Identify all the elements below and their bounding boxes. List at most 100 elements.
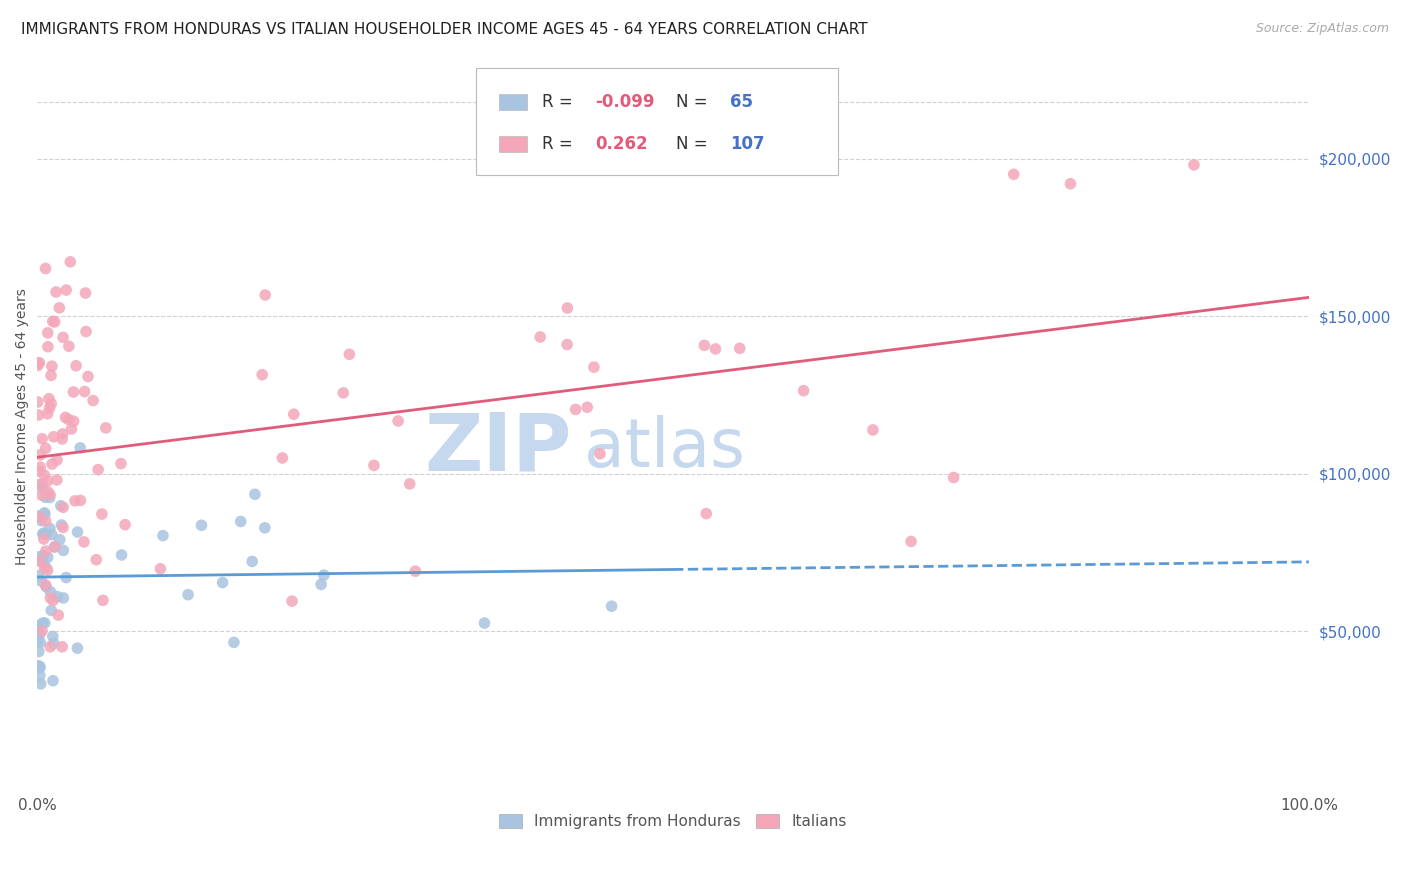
Point [55, 410, 77, 425]
Point [28, 510, 51, 524]
Point [27, 624, 49, 638]
Point [32, 549, 55, 563]
Point [387, 414, 409, 428]
Point [69, 493, 91, 508]
Point [793, 384, 815, 398]
Point [27, 658, 49, 673]
Point [63, 493, 86, 508]
Point [37, 474, 59, 488]
Y-axis label: Householder Income Ages 45 - 64 years: Householder Income Ages 45 - 64 years [15, 288, 30, 565]
Point [52, 330, 75, 344]
Point [31, 488, 53, 502]
Point [28, 659, 51, 673]
Point [39, 603, 62, 617]
Point [27, 356, 49, 370]
Point [27, 408, 49, 422]
Point [862, 423, 884, 437]
Point [91, 593, 114, 607]
Point [34, 615, 56, 630]
Point [46, 608, 69, 623]
Point [69, 441, 91, 455]
Point [41, 527, 63, 541]
Point [253, 521, 276, 535]
Text: Source: ZipAtlas.com: Source: ZipAtlas.com [1256, 22, 1389, 36]
Point [37, 340, 59, 354]
Text: 0.262: 0.262 [596, 135, 648, 153]
Point [39, 640, 62, 654]
Point [728, 342, 751, 356]
Point [34, 560, 56, 574]
Point [34, 261, 56, 276]
Point [38, 491, 60, 505]
Point [34, 491, 56, 505]
Point [39, 396, 62, 410]
Point [28, 477, 51, 491]
Point [474, 616, 496, 631]
Point [49, 499, 72, 513]
Point [52, 543, 75, 558]
Point [222, 635, 245, 649]
Point [39, 487, 62, 501]
Point [28, 644, 51, 658]
Point [152, 528, 174, 542]
FancyBboxPatch shape [499, 136, 527, 152]
Point [52, 426, 75, 441]
Point [82, 393, 104, 408]
Point [87, 462, 110, 476]
Point [243, 487, 266, 501]
Point [44, 315, 66, 329]
Point [695, 507, 717, 521]
Point [75, 286, 97, 301]
Point [37, 563, 59, 577]
Point [27, 568, 49, 582]
Point [42, 314, 65, 328]
Point [62, 384, 84, 399]
Point [27, 619, 49, 633]
Point [271, 450, 294, 465]
Point [30, 635, 52, 649]
Point [55, 570, 77, 584]
Point [564, 402, 586, 417]
Point [942, 470, 965, 484]
Point [42, 673, 65, 688]
Point [52, 591, 75, 605]
Point [900, 534, 922, 549]
Point [589, 447, 612, 461]
Point [31, 432, 53, 446]
Point [600, 599, 623, 614]
Point [31, 615, 53, 630]
Point [66, 524, 89, 539]
Point [44, 540, 66, 554]
Point [34, 561, 56, 575]
Point [39, 591, 62, 606]
FancyBboxPatch shape [499, 95, 527, 111]
Point [177, 588, 200, 602]
Point [55, 283, 77, 297]
Point [28, 626, 51, 640]
Point [39, 585, 62, 599]
Point [34, 506, 56, 520]
Point [73, 384, 96, 399]
Point [48, 301, 70, 315]
Text: -0.099: -0.099 [596, 94, 655, 112]
Point [52, 520, 75, 534]
Point [31, 481, 53, 495]
Point [38, 392, 60, 406]
Point [42, 430, 65, 444]
Text: 65: 65 [730, 94, 754, 112]
Point [35, 514, 58, 528]
Point [37, 550, 59, 565]
Point [27, 549, 49, 564]
Point [555, 337, 578, 351]
Point [35, 527, 58, 541]
Legend: Immigrants from Honduras, Italians: Immigrants from Honduras, Italians [494, 807, 853, 835]
Point [84, 552, 107, 566]
Point [704, 342, 727, 356]
Point [190, 518, 212, 533]
Point [77, 369, 100, 384]
Point [27, 634, 49, 648]
Point [34, 468, 56, 483]
Point [41, 457, 63, 471]
Point [34, 442, 56, 456]
Point [229, 515, 252, 529]
